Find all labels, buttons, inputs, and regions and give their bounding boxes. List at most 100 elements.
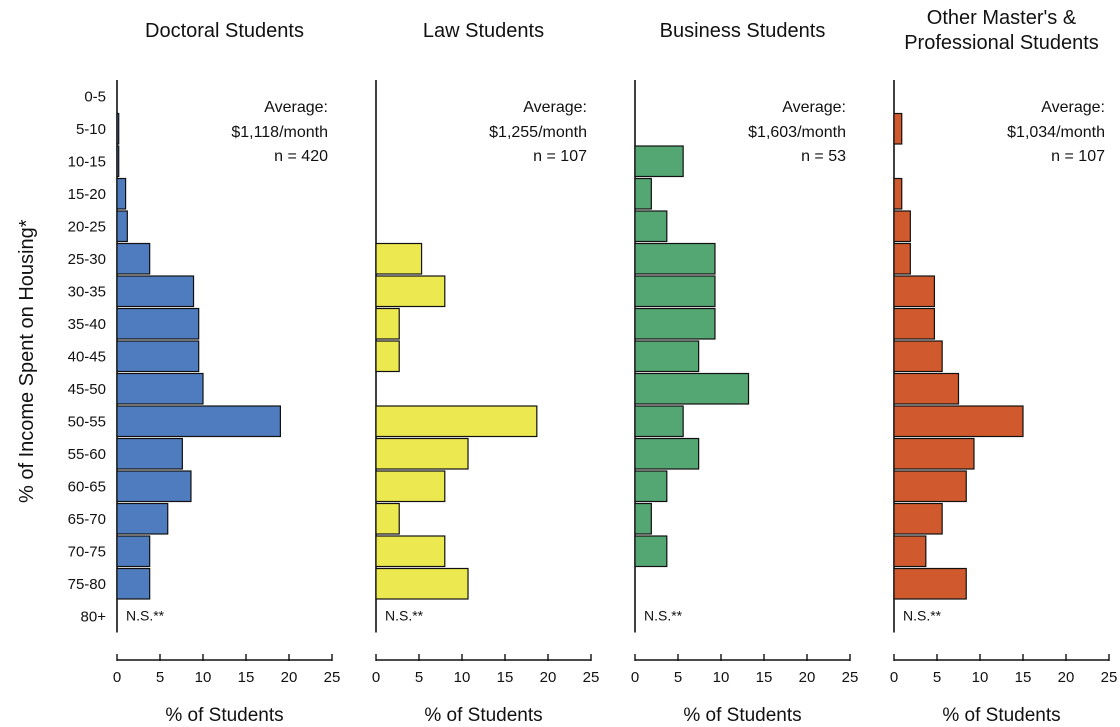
category-label: 80+ bbox=[81, 608, 107, 625]
x-tick-label: 5 bbox=[674, 669, 682, 686]
x-tick-label: 15 bbox=[238, 669, 255, 686]
bar bbox=[375, 405, 538, 438]
average-label: Average: bbox=[782, 99, 846, 116]
bar bbox=[375, 242, 423, 275]
category-label: 5-10 bbox=[76, 121, 106, 138]
bar bbox=[893, 112, 903, 145]
bar bbox=[116, 242, 151, 275]
bar bbox=[893, 567, 967, 600]
category-label: 55-60 bbox=[68, 446, 106, 463]
bar bbox=[375, 437, 469, 470]
average-amount: $1,255/month bbox=[489, 124, 587, 141]
sample-size: n = 53 bbox=[801, 148, 846, 165]
category-label: 15-20 bbox=[68, 186, 106, 203]
bar bbox=[116, 145, 120, 178]
category-label: 60-65 bbox=[68, 478, 106, 495]
x-tick-label: 5 bbox=[933, 669, 941, 686]
panel-title: Professional Students bbox=[904, 32, 1099, 54]
bar bbox=[893, 535, 927, 568]
bar bbox=[116, 372, 204, 405]
category-label: 30-35 bbox=[68, 283, 106, 300]
sample-size: n = 107 bbox=[1051, 148, 1105, 165]
x-tick-label: 0 bbox=[113, 669, 121, 686]
x-tick-label: 25 bbox=[842, 669, 859, 686]
x-tick-label: 10 bbox=[195, 669, 212, 686]
bar bbox=[634, 470, 668, 503]
category-label: 65-70 bbox=[68, 511, 106, 528]
bar bbox=[116, 535, 151, 568]
bar bbox=[893, 210, 911, 243]
x-tick-label: 5 bbox=[415, 669, 423, 686]
category-label: 25-30 bbox=[68, 251, 106, 268]
ns-label: N.S.** bbox=[126, 607, 165, 623]
bar bbox=[634, 502, 652, 535]
average-label: Average: bbox=[523, 99, 587, 116]
x-tick-label: 20 bbox=[540, 669, 557, 686]
x-axis-label: % of Students bbox=[424, 705, 542, 726]
bar bbox=[893, 340, 943, 373]
category-label: 0-5 bbox=[84, 88, 106, 105]
average-amount: $1,603/month bbox=[748, 124, 846, 141]
panel-title: Law Students bbox=[423, 20, 544, 42]
x-tick-label: 25 bbox=[324, 669, 341, 686]
average-amount: $1,034/month bbox=[1007, 124, 1105, 141]
x-tick-label: 10 bbox=[454, 669, 471, 686]
bar bbox=[893, 470, 967, 503]
panel-title: Doctoral Students bbox=[145, 20, 304, 42]
bar bbox=[893, 242, 911, 275]
category-label: 10-15 bbox=[68, 153, 106, 170]
x-tick-label: 0 bbox=[372, 669, 380, 686]
bar bbox=[116, 177, 127, 210]
bar bbox=[893, 405, 1024, 438]
category-label: 40-45 bbox=[68, 348, 106, 365]
bar bbox=[634, 437, 700, 470]
category-label: 75-80 bbox=[68, 576, 106, 593]
bar bbox=[634, 145, 684, 178]
x-axis-label: % of Students bbox=[683, 705, 801, 726]
bar bbox=[893, 275, 936, 308]
category-label: 35-40 bbox=[68, 316, 106, 333]
bar bbox=[634, 372, 750, 405]
bar bbox=[375, 470, 446, 503]
bar bbox=[116, 437, 183, 470]
bar bbox=[116, 405, 281, 438]
bar bbox=[375, 307, 400, 340]
bar bbox=[893, 177, 903, 210]
bar bbox=[634, 242, 716, 275]
sample-size: n = 420 bbox=[274, 148, 328, 165]
average-amount: $1,118/month bbox=[231, 124, 328, 141]
bar bbox=[375, 535, 446, 568]
bar bbox=[375, 275, 446, 308]
x-tick-label: 0 bbox=[890, 669, 898, 686]
bar bbox=[893, 372, 960, 405]
y-axis-label: % of Income Spent on Housing* bbox=[16, 219, 38, 503]
x-tick-label: 25 bbox=[583, 669, 600, 686]
average-label: Average: bbox=[1041, 99, 1105, 116]
bar bbox=[116, 307, 200, 340]
bar bbox=[634, 405, 684, 438]
x-tick-label: 10 bbox=[972, 669, 989, 686]
x-tick-label: 15 bbox=[497, 669, 514, 686]
bar bbox=[116, 502, 169, 535]
category-label: 70-75 bbox=[68, 543, 106, 560]
bar bbox=[116, 567, 151, 600]
bar bbox=[893, 307, 936, 340]
x-axis-label: % of Students bbox=[942, 705, 1060, 726]
bar bbox=[116, 112, 120, 145]
ns-label: N.S.** bbox=[385, 607, 424, 623]
average-label: Average: bbox=[264, 99, 328, 116]
category-label: 45-50 bbox=[68, 381, 106, 398]
bar bbox=[375, 567, 469, 600]
x-tick-label: 20 bbox=[1058, 669, 1075, 686]
bar bbox=[634, 340, 700, 373]
sample-size: n = 107 bbox=[533, 148, 587, 165]
bar bbox=[634, 177, 652, 210]
x-tick-label: 20 bbox=[799, 669, 816, 686]
x-tick-label: 10 bbox=[713, 669, 730, 686]
bar bbox=[116, 340, 200, 373]
category-label: 20-25 bbox=[68, 218, 106, 235]
bar bbox=[116, 470, 192, 503]
x-tick-label: 25 bbox=[1101, 669, 1118, 686]
bar bbox=[375, 340, 400, 373]
